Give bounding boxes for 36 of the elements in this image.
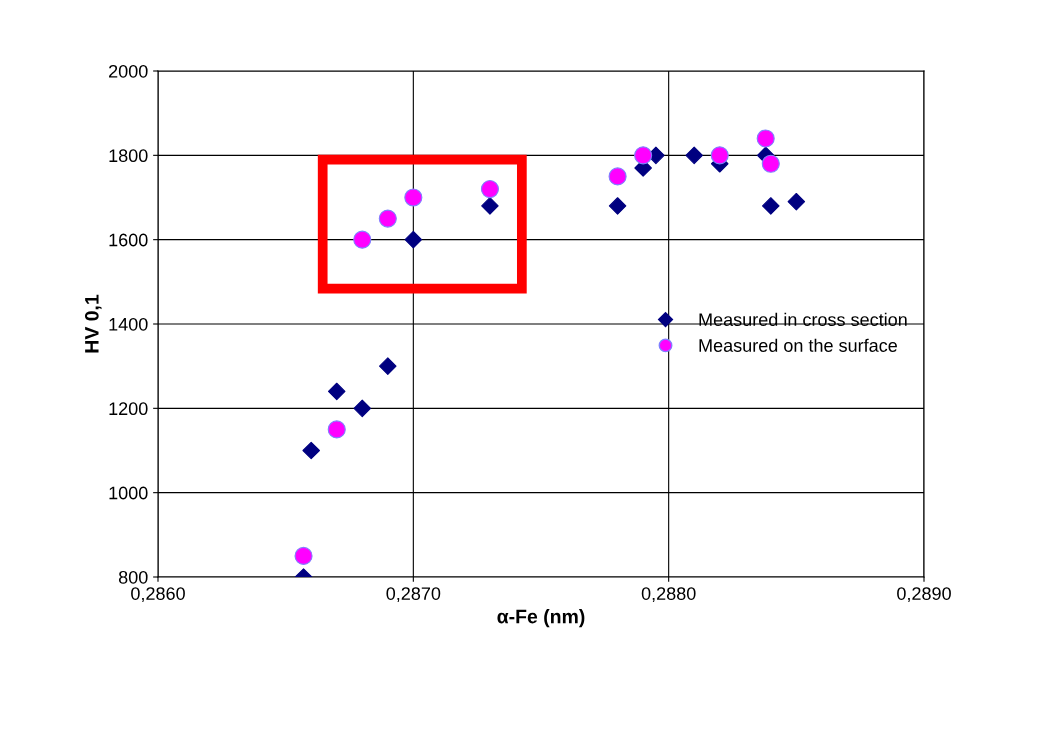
point [756, 129, 775, 148]
point [608, 197, 627, 215]
point [294, 546, 313, 565]
y-axis-title: HV 0,1 [84, 294, 102, 353]
point [327, 420, 346, 439]
x-axis-title: α-Fe (nm) [497, 609, 585, 628]
point [761, 154, 780, 173]
y-tick-label: 1000 [109, 486, 148, 500]
y-tick-label: 1400 [109, 317, 148, 331]
point [634, 146, 653, 165]
point [762, 197, 780, 215]
y-tick-label: 2000 [109, 64, 148, 78]
point [302, 441, 320, 460]
point [481, 197, 499, 215]
y-tick-label: 1200 [109, 402, 148, 416]
y-tick-label: 1800 [109, 149, 148, 163]
point [379, 357, 397, 375]
point [353, 399, 372, 418]
point [327, 382, 346, 401]
point [608, 167, 627, 186]
y-tick-label: 800 [118, 570, 148, 584]
legend-label: Measured on the surface [699, 338, 897, 352]
point [404, 230, 423, 249]
point [353, 230, 372, 249]
point [480, 180, 499, 199]
legend-label: Measured in cross section [699, 312, 907, 327]
point [787, 192, 806, 211]
x-tick-label: 0,2890 [897, 587, 951, 603]
point [685, 146, 703, 165]
y-tick-label: 1600 [109, 233, 148, 247]
point [378, 209, 397, 228]
x-tick-label: 0,2880 [641, 587, 696, 603]
x-tick-label: 0,2860 [131, 587, 185, 603]
x-tick-label: 0,2870 [386, 587, 441, 603]
point [710, 146, 729, 165]
point [404, 188, 423, 207]
